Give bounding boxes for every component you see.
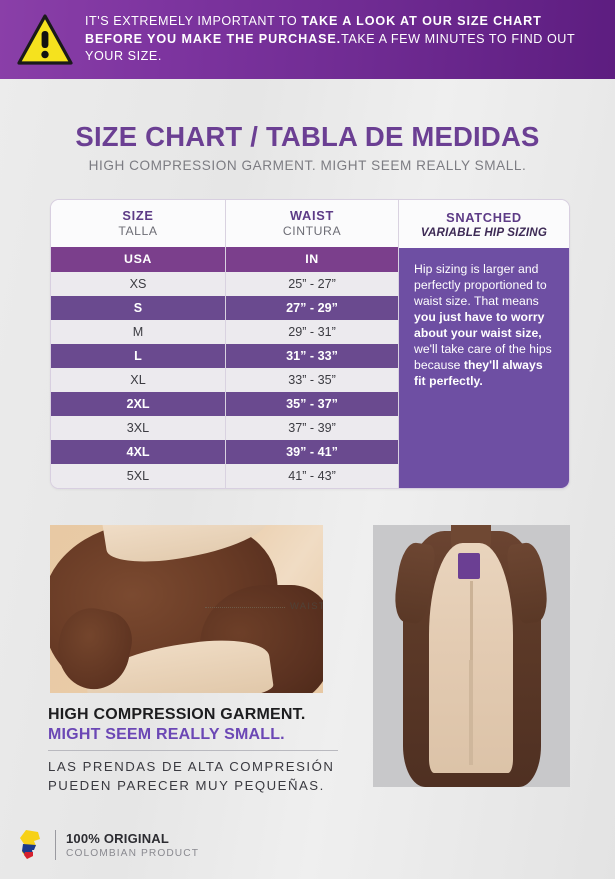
caption-line-4: PUEDEN PARECER MUY PEQUEÑAS. [48, 778, 325, 794]
heading-block: SIZE CHART / TABLA DE MEDIDAS HIGH COMPR… [0, 121, 615, 174]
page-subtitle: HIGH COMPRESSION GARMENT. MIGHT SEEM REA… [88, 158, 527, 174]
waist-measurement-photo: WAIST [50, 525, 323, 693]
header-snatched-primary: SNATCHED [446, 209, 522, 225]
table-row: 37” - 39” [226, 416, 398, 440]
column-size: SIZE TALLA USA XS S M L XL 2XL 3XL 4XL 5… [51, 200, 225, 488]
size-rows: XS S M L XL 2XL 3XL 4XL 5XL [51, 272, 225, 488]
column-waist: WAIST CINTURA IN 25” - 27” 27” - 29” 29”… [225, 200, 399, 488]
garment-brand-tag [458, 553, 480, 579]
header-snatched: SNATCHED VARIABLE HIP SIZING [399, 200, 569, 248]
header-size-primary: SIZE [122, 208, 154, 224]
table-row: L [51, 344, 225, 368]
footer-subtitle: COLOMBIAN PRODUCT [66, 848, 200, 859]
footer-badge: 100% ORIGINAL COLOMBIAN PRODUCT [18, 828, 199, 862]
header-waist: WAIST CINTURA [226, 200, 398, 247]
hip-note-part-4: they'll always fit perfectly. [414, 357, 543, 388]
footer-divider [55, 830, 56, 860]
table-row: 5XL [51, 464, 225, 488]
table-row: 31” - 33” [226, 344, 398, 368]
caption-line-2: MIGHT SEEM REALLY SMALL. [48, 726, 285, 743]
bottom-caption: HIGH COMPRESSION GARMENT. MIGHT SEEM REA… [48, 705, 348, 795]
size-chart-table: SIZE TALLA USA XS S M L XL 2XL 3XL 4XL 5… [50, 199, 570, 489]
colombia-map-flag-icon [18, 828, 46, 862]
hip-note-part-3: we'll take care of the hips because [414, 341, 552, 372]
warning-banner: IT'S EXTREMELY IMPORTANT TO TAKE A LOOK … [0, 0, 615, 79]
table-row: 2XL [51, 392, 225, 416]
caption-line-3: LAS PRENDAS DE ALTA COMPRESIÓN [48, 759, 335, 774]
waist-dotted-line [205, 607, 285, 608]
table-row: 29” - 31” [226, 320, 398, 344]
header-size: SIZE TALLA [51, 200, 225, 247]
table-row: 39” - 41” [226, 440, 398, 464]
table-row: 41” - 43” [226, 464, 398, 488]
garment-leg-gap [469, 660, 473, 765]
table-row: XS [51, 272, 225, 296]
header-size-secondary: TALLA [118, 224, 158, 239]
header-snatched-secondary: VARIABLE HIP SIZING [420, 225, 548, 239]
table-row: 4XL [51, 440, 225, 464]
banner-text-plain-1: IT'S EXTREMELY IMPORTANT TO [85, 14, 302, 29]
table-row: 25” - 27” [226, 272, 398, 296]
header-waist-secondary: CINTURA [282, 224, 342, 239]
banner-message: IT'S EXTREMELY IMPORTANT TO TAKE A LOOK … [85, 13, 601, 65]
page-title: SIZE CHART / TABLA DE MEDIDAS [75, 121, 540, 152]
column-snatched: SNATCHED VARIABLE HIP SIZING Hip sizing … [399, 200, 569, 488]
waist-label: WAIST [290, 600, 323, 611]
compression-garment-photo [373, 525, 570, 787]
subheader-in: IN [226, 246, 398, 272]
caption-line-1: HIGH COMPRESSION GARMENT. [48, 706, 306, 723]
hip-note-part-2: you just have to worry about your waist … [414, 309, 545, 340]
hip-sizing-note: Hip sizing is larger and perfectly propo… [399, 248, 569, 488]
hip-note-part-1: Hip sizing is larger and perfectly propo… [414, 262, 547, 308]
caption-divider [48, 750, 338, 751]
subheader-usa: USA [51, 246, 225, 272]
footer-title: 100% ORIGINAL [66, 831, 170, 846]
waist-rows: 25” - 27” 27” - 29” 29” - 31” 31” - 33” … [226, 272, 398, 488]
banner-text-bold: TAKE A LOOK AT OUR SIZE CHART BEFORE YOU… [85, 14, 542, 46]
table-row: 3XL [51, 416, 225, 440]
table-row: 33” - 35” [226, 368, 398, 392]
table-row: 27” - 29” [226, 296, 398, 320]
table-row: 35” - 37” [226, 392, 398, 416]
banner-text-plain-2: TAKE A FEW MINUTES TO FIND OUT YOUR SIZE… [85, 31, 575, 64]
table-row: S [51, 296, 225, 320]
table-row: M [51, 320, 225, 344]
header-waist-primary: WAIST [289, 208, 335, 224]
table-row: XL [51, 368, 225, 392]
warning-triangle-icon [16, 13, 74, 67]
